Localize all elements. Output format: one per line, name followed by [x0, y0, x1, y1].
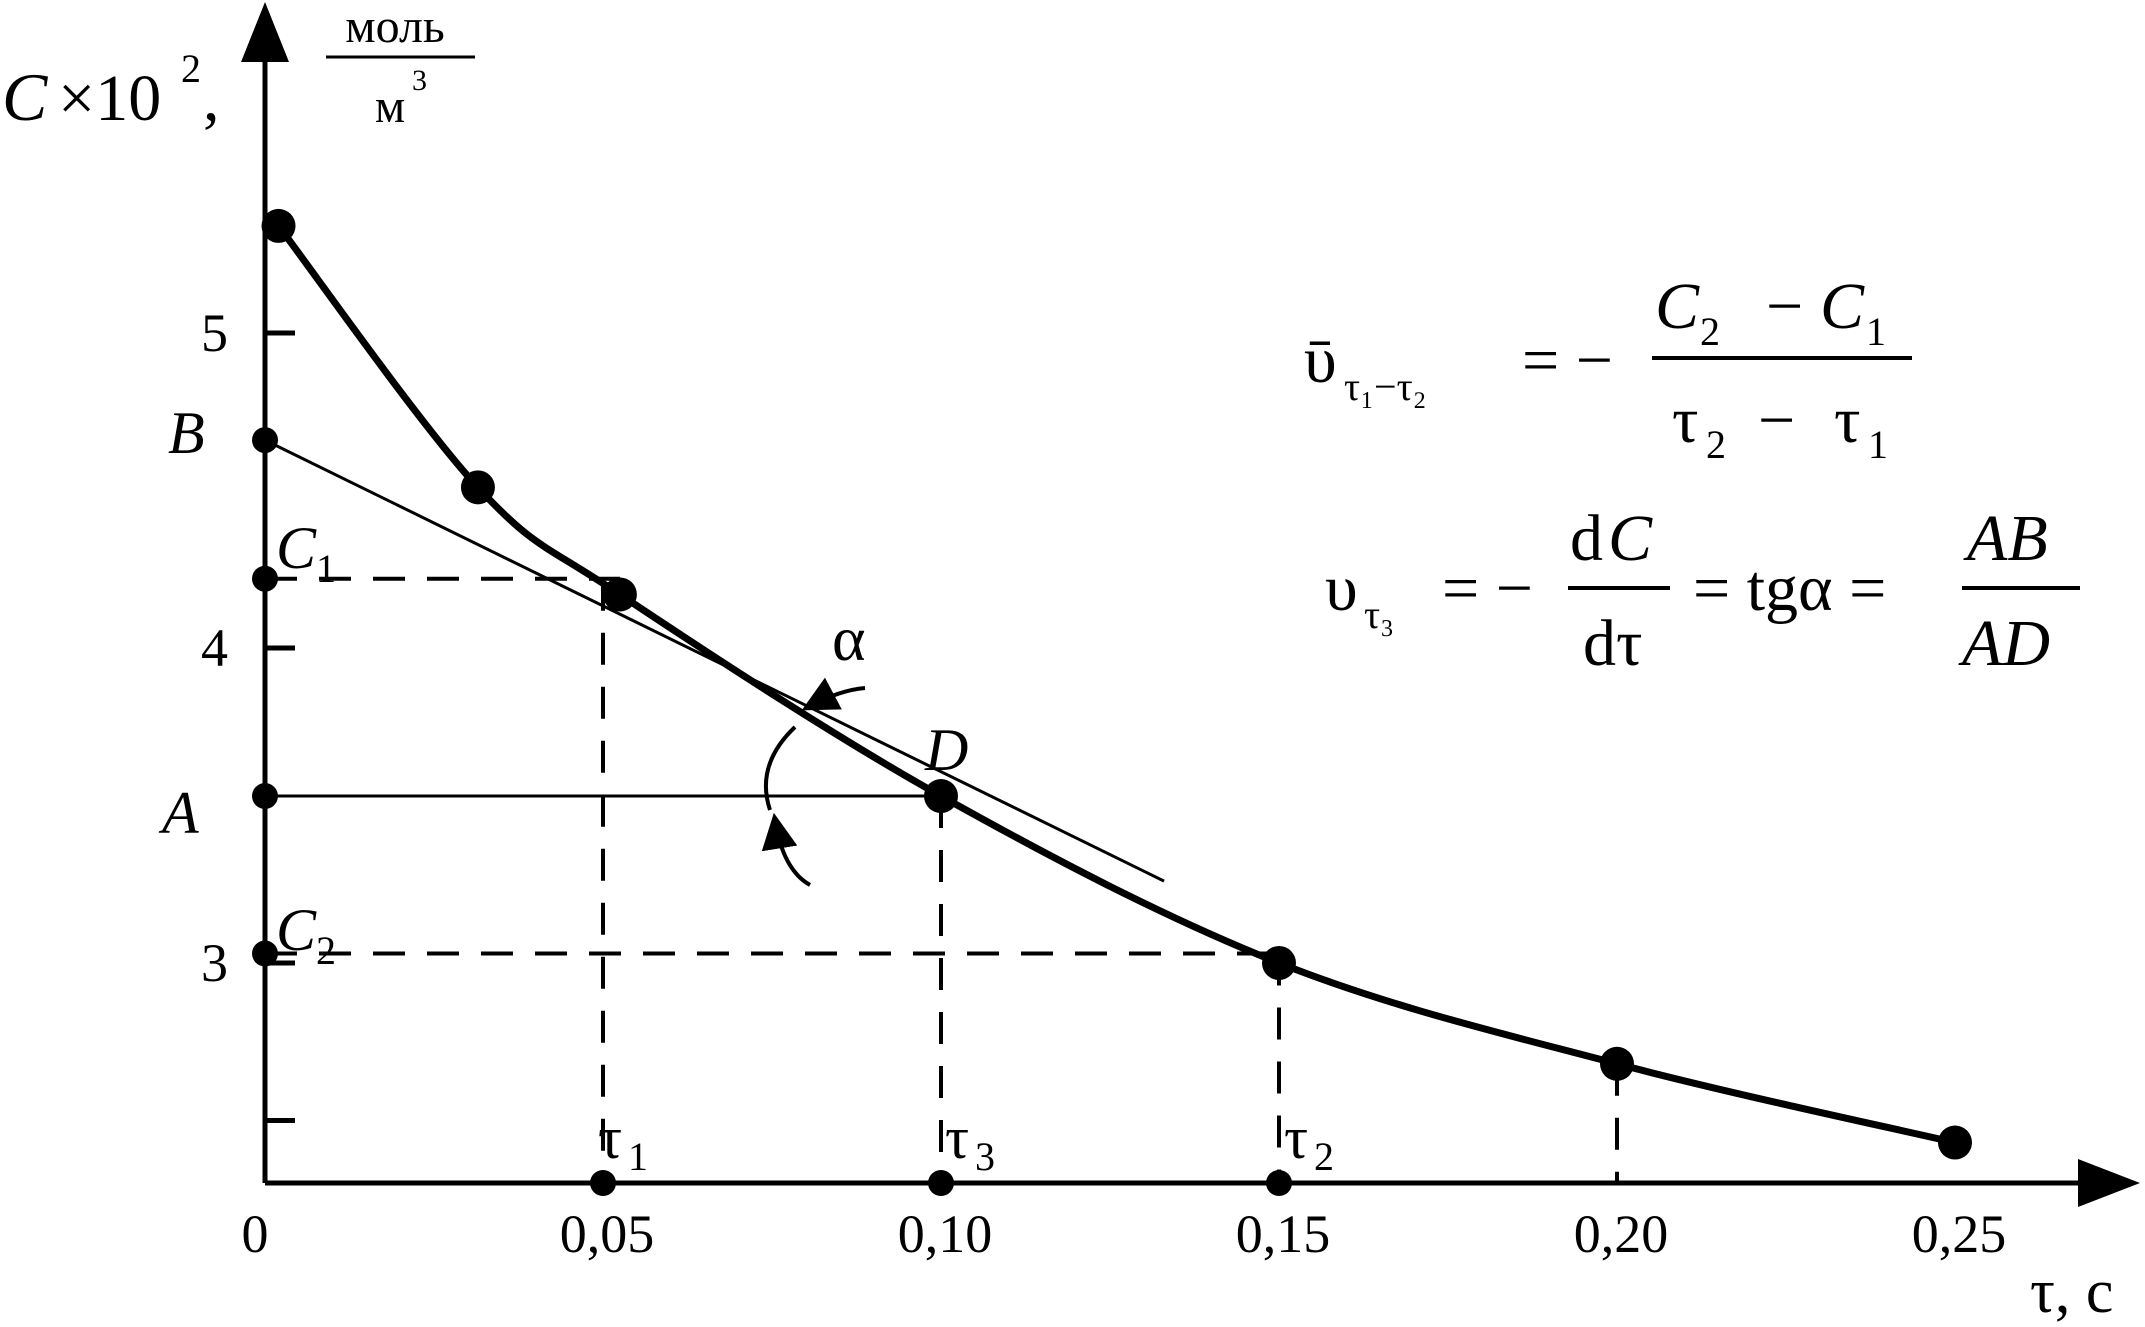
- x-axis-arrow: [2078, 1159, 2140, 1207]
- label-C1: C: [276, 515, 317, 581]
- formula-avg-den-t2-sub: 2: [1706, 422, 1726, 467]
- y-exponent: 2: [181, 46, 201, 91]
- data-point: [1262, 946, 1296, 980]
- formula-inst-num2: AB: [1963, 502, 2048, 575]
- x-tick-label: 0,20: [1574, 1204, 1669, 1264]
- y-axis-arrow: [241, 2, 289, 62]
- formula-inst-eq2: = tgα =: [1693, 552, 1886, 625]
- data-point: [460, 470, 495, 505]
- formula-avg-num-c2-sub: 2: [1700, 309, 1720, 354]
- y-tick-label: 4: [201, 618, 228, 678]
- formula-inst-lhs-sub: τ₃: [1364, 592, 1394, 637]
- formula-instant-rate: υ τ₃ = − d C dτ = tgα = AB AD: [1325, 502, 2080, 680]
- formula-average-rate: ῡ τ₁−τ₂ = − C 2 − C 1 τ 2 − τ 1: [1304, 270, 1912, 467]
- data-point: [261, 208, 296, 243]
- label-C2: C: [276, 897, 317, 963]
- formula-avg-eq: = −: [1522, 324, 1613, 397]
- formula-inst-den: dτ: [1583, 607, 1643, 680]
- label-C1-sub: 1: [316, 546, 336, 591]
- formula-inst-eq: = −: [1442, 552, 1533, 625]
- y-separator: ,: [203, 62, 220, 135]
- x-tick-label: 0: [242, 1204, 269, 1264]
- formula-avg-lhs: ῡ: [1304, 324, 1337, 397]
- label-B: B: [168, 400, 205, 466]
- label-tau3: τ: [945, 1105, 969, 1171]
- formula-inst-lhs: υ: [1325, 552, 1358, 625]
- formula-avg-num-c2: C: [1655, 270, 1700, 343]
- marker-C1: [252, 565, 278, 592]
- y-unit-numerator: моль: [345, 0, 445, 53]
- data-point: [1600, 1046, 1634, 1081]
- x-tick-label: 0,05: [560, 1204, 655, 1264]
- label-A: A: [158, 780, 199, 846]
- x-tick-label: 0,10: [898, 1204, 993, 1264]
- y-tick-label: 5: [201, 303, 228, 363]
- formula-inst-den2: AD: [1958, 607, 2050, 680]
- label-C2-sub: 2: [316, 928, 336, 973]
- marker-tau1: [590, 1170, 616, 1196]
- formula-avg-den-t1: τ: [1834, 384, 1861, 457]
- formula-avg-den-minus: −: [1758, 384, 1795, 457]
- data-point: [602, 577, 637, 612]
- formula-avg-num-c1-sub: 1: [1866, 309, 1886, 354]
- marker-A: [252, 783, 278, 810]
- label-alpha: α: [832, 603, 866, 674]
- label-D: D: [924, 717, 968, 783]
- y-unit-denominator: м: [375, 80, 405, 133]
- formula-avg-num-minus: −: [1766, 270, 1803, 343]
- formula-avg-lhs-sub: τ₁−τ₂: [1344, 364, 1427, 409]
- angle-alpha-arrow-upper: [801, 677, 866, 711]
- formula-inst-num-c: C: [1608, 502, 1653, 575]
- series-line: [275, 223, 1956, 1146]
- marker-B: [252, 427, 278, 454]
- data-point: [1938, 1125, 1972, 1160]
- formula-avg-num-c1: C: [1820, 270, 1865, 343]
- y-symbol: C: [2, 59, 48, 135]
- data-point: [924, 779, 958, 814]
- formula-inst-num: d: [1570, 502, 1603, 575]
- y-multiplier: ×10: [58, 62, 161, 135]
- label-tau2: τ: [1284, 1105, 1308, 1171]
- y-tick-label: 3: [201, 933, 228, 993]
- angle-alpha-arc: [763, 725, 797, 811]
- y-axis-label: C ×10 2 , моль м 3: [2, 0, 475, 135]
- marker-tau3: [928, 1170, 954, 1196]
- label-tau3-sub: 3: [975, 1134, 995, 1179]
- label-tau1-sub: 1: [628, 1134, 648, 1179]
- label-tau1: τ: [598, 1105, 622, 1171]
- marker-tau2: [1266, 1170, 1292, 1196]
- label-tau2-sub: 2: [1314, 1134, 1334, 1179]
- x-tick-label: 0,25: [1912, 1204, 2007, 1264]
- formula-avg-den-t1-sub: 1: [1868, 422, 1888, 467]
- marker-C2: [252, 940, 278, 967]
- angle-alpha-arrow-lower: [761, 812, 812, 887]
- x-axis-label: τ, с: [2030, 1258, 2113, 1326]
- y-unit-denominator-exponent: 3: [412, 64, 427, 97]
- x-tick-label: 0,15: [1236, 1204, 1331, 1264]
- formula-avg-den-t2: τ: [1672, 384, 1699, 457]
